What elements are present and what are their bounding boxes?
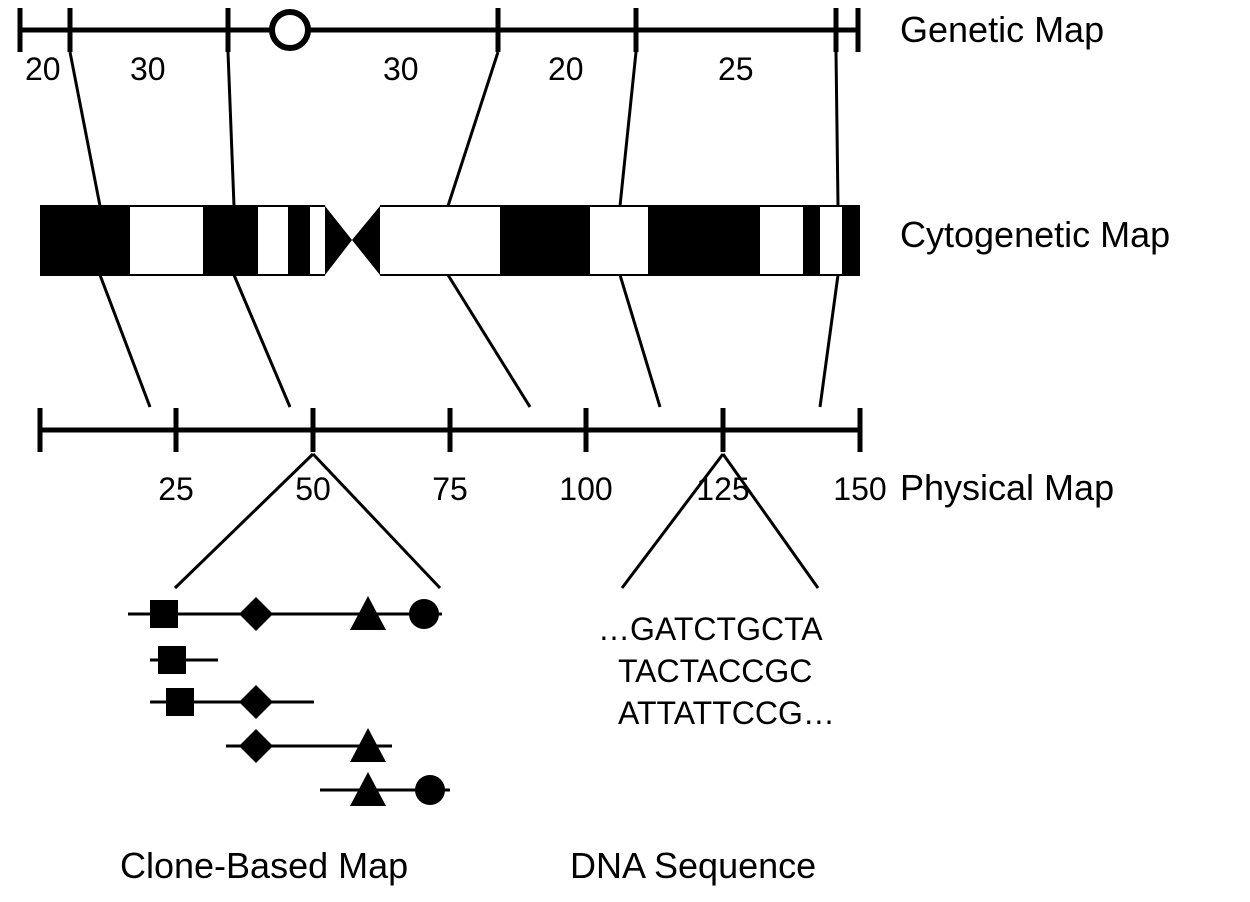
zoom-left-line: [313, 454, 440, 588]
connector-top: [836, 52, 838, 206]
physical-map-label: Physical Map: [900, 467, 1114, 508]
physical-map-value: 50: [295, 471, 331, 507]
cytogenetic-band: [310, 206, 325, 275]
clone-marker-square: [150, 600, 178, 628]
clone-marker-diamond: [239, 597, 273, 631]
clone-marker-circle: [409, 599, 439, 629]
connector-top: [228, 52, 234, 206]
genetic-map-value: 20: [25, 51, 61, 87]
clone-marker-circle: [415, 775, 445, 805]
cytogenetic-band: [803, 206, 820, 275]
clone-marker-square: [166, 688, 194, 716]
zoom-right-line: [723, 454, 818, 588]
cytogenetic-centromere-right: [352, 206, 380, 275]
cytogenetic-band: [130, 206, 203, 275]
genetic-map-centromere: [272, 12, 308, 48]
clone-marker-square: [158, 646, 186, 674]
cytogenetic-band: [820, 206, 842, 275]
cytogenetic-band: [40, 206, 130, 275]
cytogenetic-band: [258, 206, 288, 275]
cytogenetic-centromere-left: [325, 206, 352, 275]
connector-mid: [234, 275, 290, 407]
physical-map-value: 150: [833, 471, 886, 507]
connector-mid: [100, 275, 150, 407]
zoom-right-line: [622, 454, 723, 588]
physical-map-value: 25: [158, 471, 194, 507]
cytogenetic-band: [500, 206, 590, 275]
clone-marker-diamond: [239, 685, 273, 719]
genetic-map-value: 20: [548, 51, 584, 87]
cytogenetic-band: [842, 206, 860, 275]
clone-marker-diamond: [239, 729, 273, 763]
cytogenetic-band: [288, 206, 310, 275]
connector-mid: [448, 275, 530, 407]
cytogenetic-band: [760, 206, 803, 275]
genetic-map-value: 30: [130, 51, 166, 87]
genetic-map-value: 25: [718, 51, 754, 87]
cytogenetic-map-label: Cytogenetic Map: [900, 214, 1170, 255]
connector-top: [70, 52, 100, 206]
connector-mid: [820, 275, 838, 407]
connector-mid: [620, 275, 660, 407]
cytogenetic-band: [648, 206, 760, 275]
cytogenetic-band: [590, 206, 648, 275]
physical-map-value: 75: [432, 471, 468, 507]
dna-sequence-line: …GATCTGCTA: [598, 611, 823, 647]
dna-sequence-line: ATTATTCCG…: [618, 695, 835, 731]
dna-sequence-label: DNA Sequence: [570, 845, 816, 886]
clone-based-map-label: Clone-Based Map: [120, 845, 408, 886]
physical-map-value: 100: [559, 471, 612, 507]
cytogenetic-band: [203, 206, 258, 275]
connector-top: [620, 52, 636, 206]
zoom-left-line: [175, 454, 313, 588]
connector-top: [448, 52, 498, 206]
genetic-map-label: Genetic Map: [900, 9, 1104, 50]
cytogenetic-band: [380, 206, 395, 275]
dna-sequence-line: TACTACCGC: [618, 653, 812, 689]
cytogenetic-band: [395, 206, 500, 275]
genetic-map-value: 30: [383, 51, 419, 87]
